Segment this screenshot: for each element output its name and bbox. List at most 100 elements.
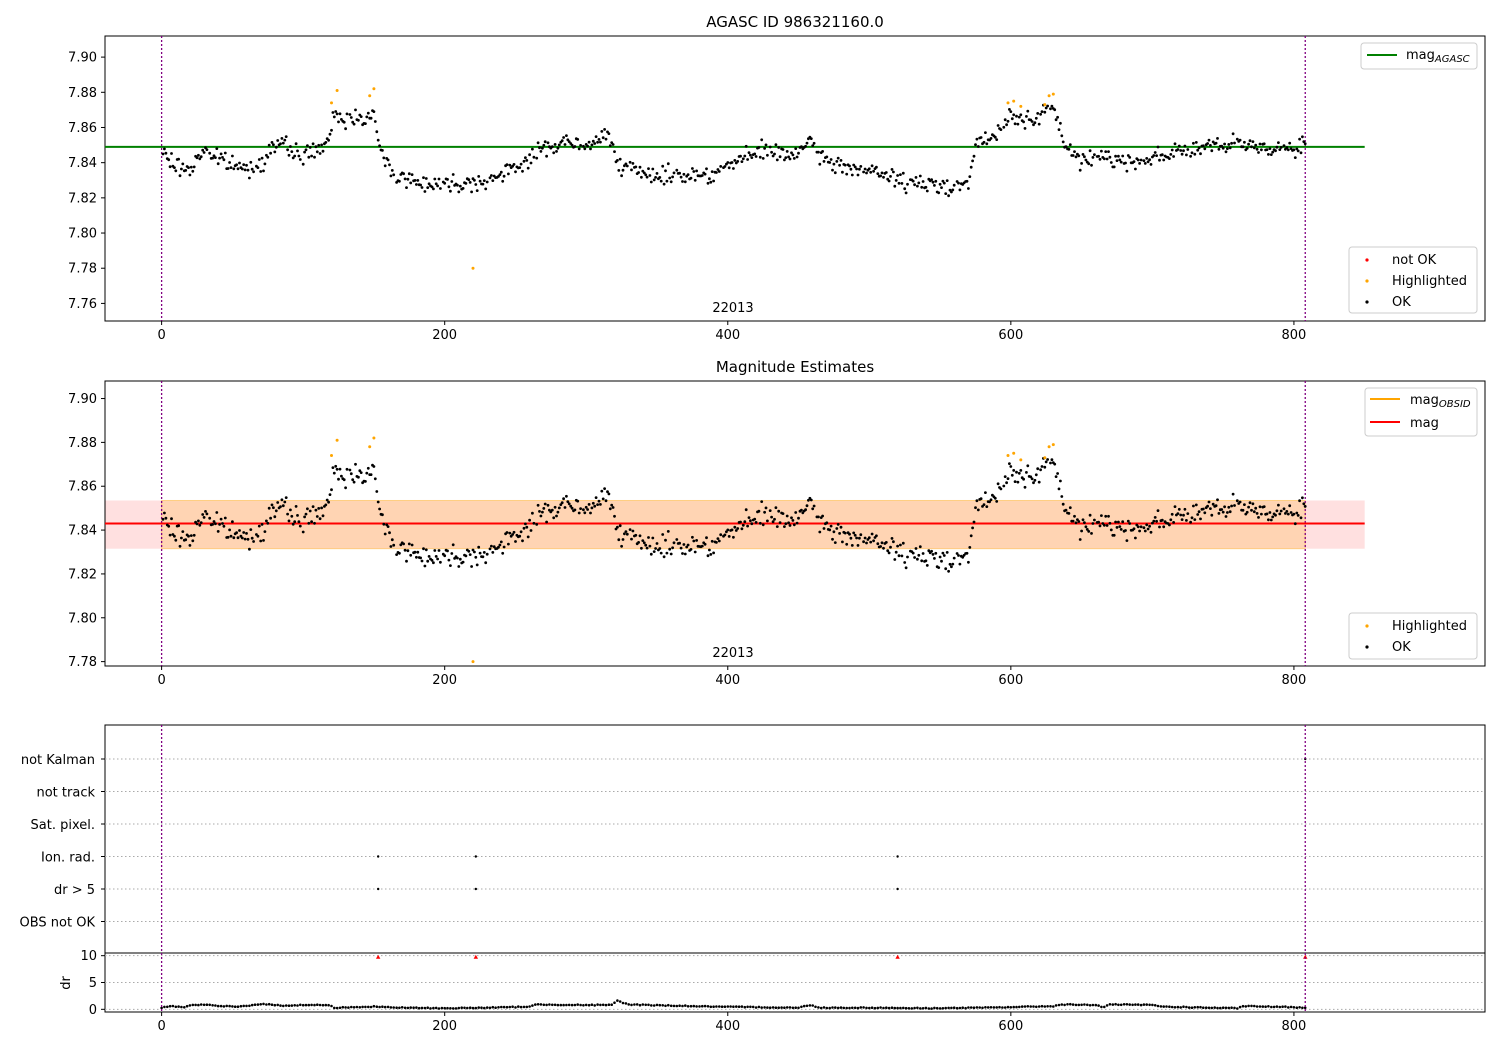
ok-point [320,506,323,510]
ok-point [298,524,302,528]
ok-point [739,154,742,158]
ok-point [829,158,833,161]
ok-point [709,180,713,184]
dr-point [1043,1005,1047,1008]
dr-point [381,1005,384,1008]
dr-point [1134,1003,1137,1006]
ok-point [1185,519,1188,522]
ok-point [542,507,546,510]
dr-point [1088,1004,1092,1007]
ok-point [937,566,941,569]
dr-point [1159,1005,1163,1008]
ok-point [409,181,413,185]
ok-point [246,168,250,172]
ok-point [386,158,390,162]
ok-point [741,157,745,161]
ok-point [522,159,526,163]
dr-point [1221,1006,1225,1009]
ok-point [606,490,609,494]
ok-point [1059,479,1062,483]
dr-point [341,1005,345,1009]
dr-point [754,1006,758,1009]
dr-point [1057,1003,1061,1007]
ok-point [746,158,749,161]
ok-point [850,173,854,177]
ok-point [449,564,452,567]
ok-point [263,530,267,533]
ok-point [848,164,851,168]
ok-point [1081,153,1085,156]
flag-point [896,855,899,858]
ok-point [1049,461,1052,465]
ok-point [790,151,793,155]
ok-point [481,555,485,559]
dr-point [417,1006,421,1010]
y-tick-label: 7.84 [68,156,97,171]
dr-point [590,1003,594,1006]
ok-point [982,503,986,506]
ok-point [693,178,697,182]
ok-point [1172,155,1175,158]
ok-point [597,499,601,503]
ok-point [906,182,909,186]
ok-point [1057,128,1061,132]
ok-point [228,528,232,532]
ok-point [913,556,916,559]
dr-point [1105,1004,1109,1007]
ok-point [771,154,775,158]
ok-point [430,558,434,562]
ok-point [364,480,367,483]
ok-point [773,152,776,156]
dr-point [403,1006,407,1010]
ok-point [1142,159,1146,163]
ok-point [1279,509,1283,513]
ok-point [553,505,557,509]
ok-point [838,163,841,167]
ok-point [528,153,531,157]
dr-point [780,1006,783,1009]
ok-point [1301,496,1304,500]
ok-point [863,536,867,540]
ok-point [732,535,735,539]
dr-point [1190,1006,1194,1009]
dr-point [259,1003,263,1006]
ok-point [777,146,781,149]
ok-point [205,148,209,152]
highlighted-point [1047,94,1051,98]
ok-point [228,161,232,164]
ok-point [853,165,857,169]
ok-point [1067,147,1071,151]
ok-point [833,171,837,175]
ok-point [1119,528,1123,531]
highlighted-point [372,87,376,91]
ok-point [338,112,342,116]
ok-point [855,536,858,540]
ok-point [645,546,649,550]
ok-point [543,140,547,144]
ok-point [705,167,708,171]
ok-point [1189,520,1192,524]
ok-point [351,478,355,482]
ok-point [189,165,193,169]
ok-point [867,536,871,540]
ok-point [398,179,401,183]
dr-point [250,1003,254,1007]
ok-point [584,505,588,509]
dr-point [352,1006,356,1009]
ok-point [576,499,580,503]
ok-point [920,185,924,189]
ok-point [223,151,227,155]
ok-point [607,492,611,496]
ok-point [197,519,200,523]
ok-point [328,132,332,136]
legend-ok-marker [1365,645,1369,649]
ok-point [730,161,734,164]
ok-point [916,557,919,561]
dr-point [763,1006,766,1009]
ok-point [747,151,751,155]
ok-point [1275,145,1279,149]
dr-point [1035,1005,1038,1009]
dr-point [168,1004,172,1008]
ok-point [1073,514,1076,518]
dr-point [650,1004,653,1007]
